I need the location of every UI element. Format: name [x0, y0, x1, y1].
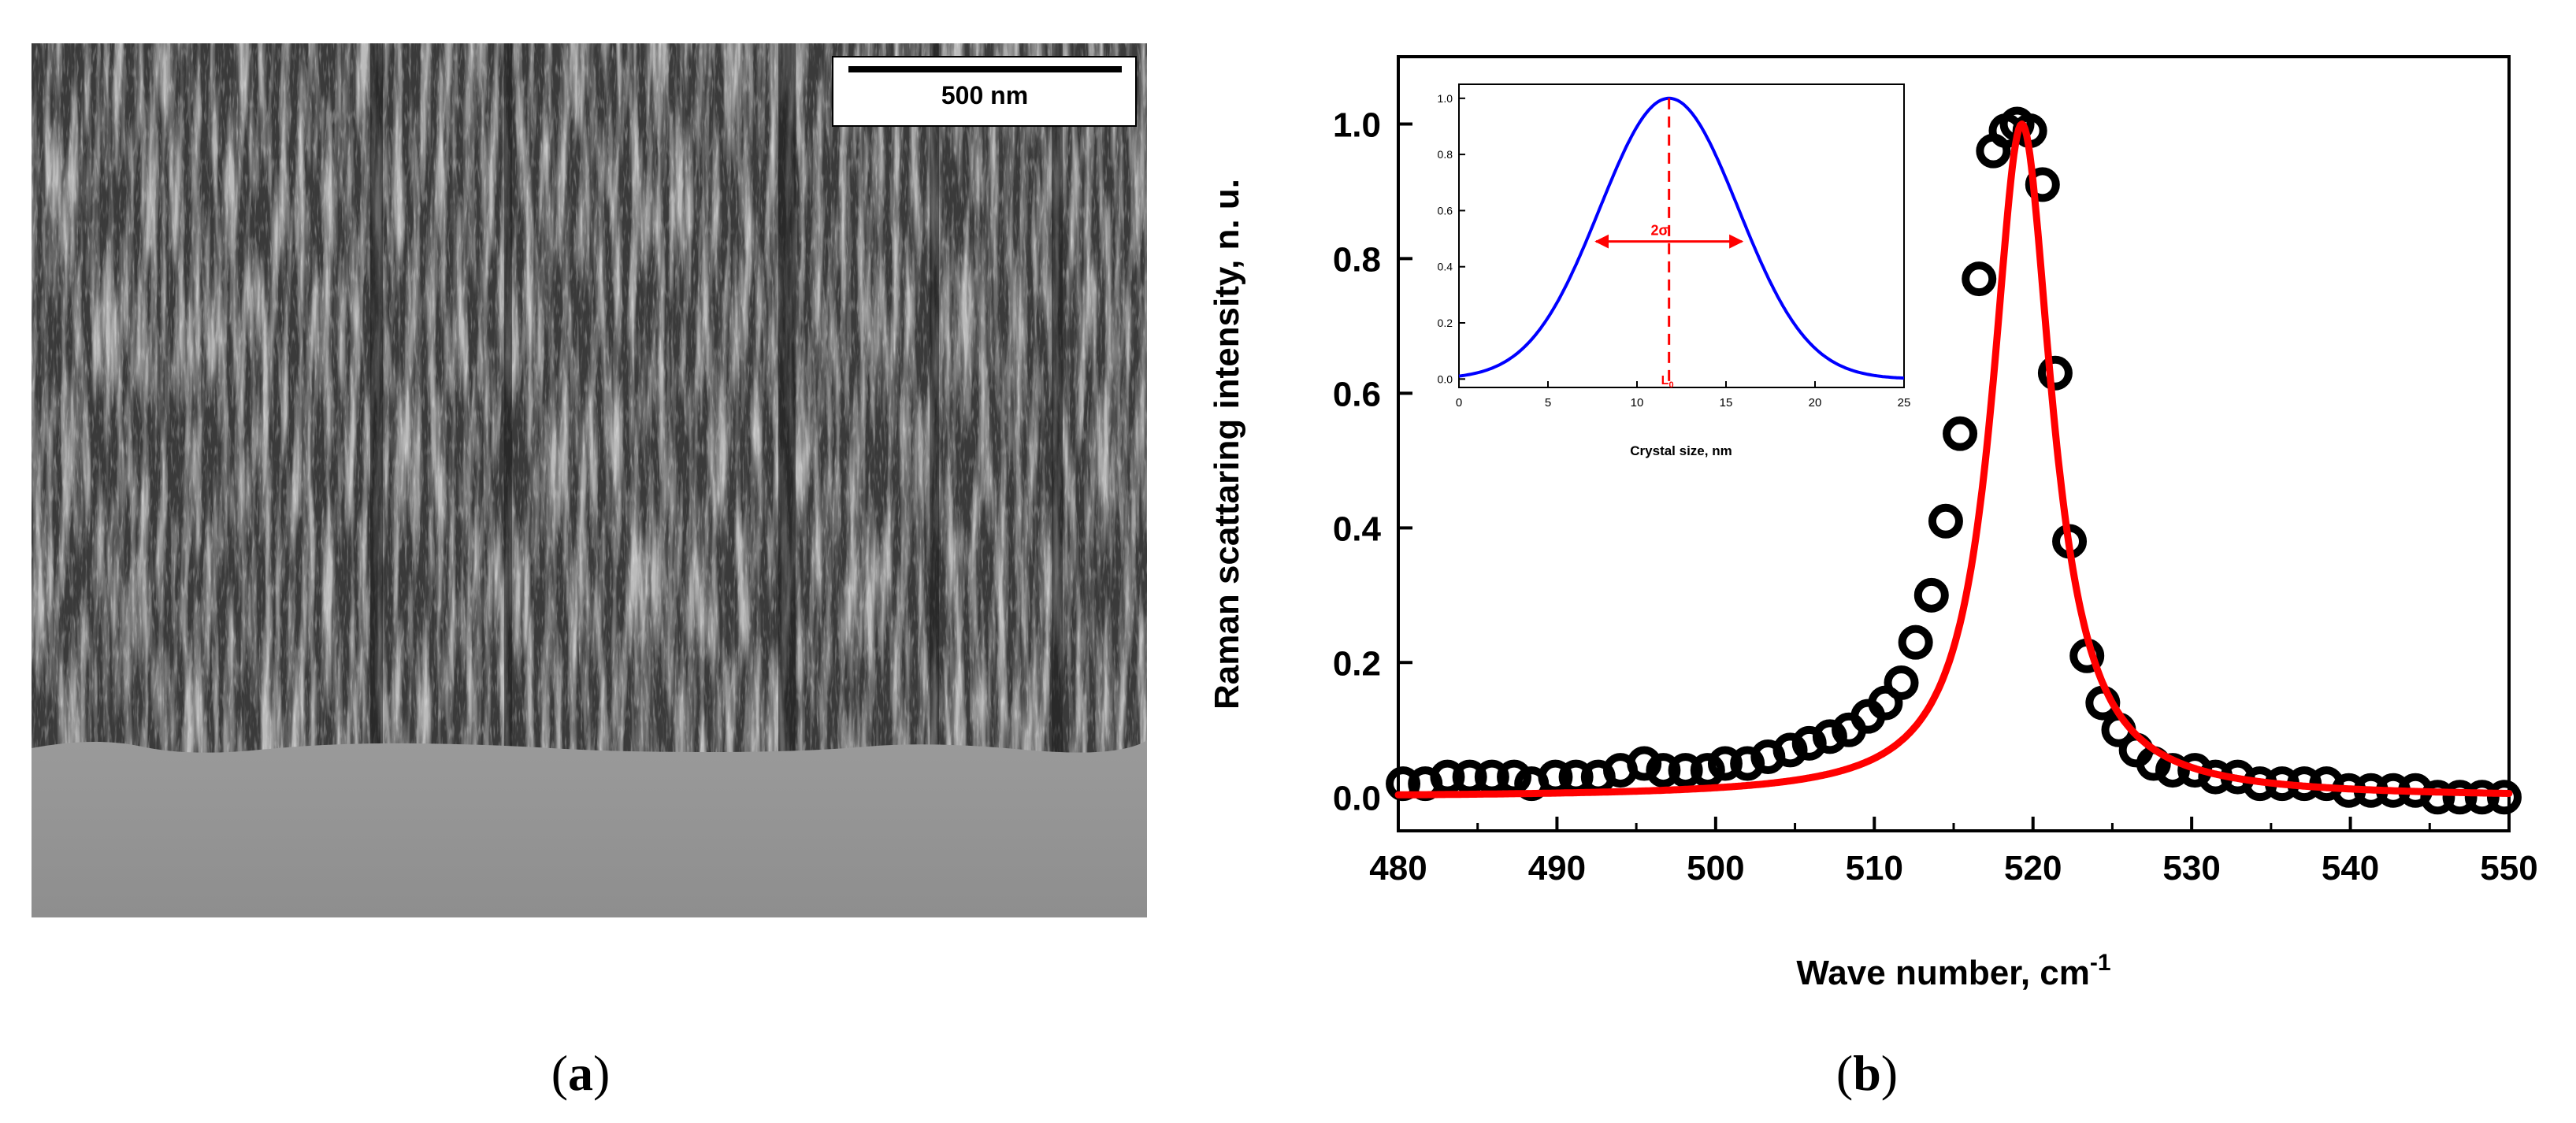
x-tick-label: 510	[1846, 849, 1903, 888]
inset-x-axis-label: Crystal size, nm	[1630, 443, 1732, 458]
x-tick-label: 550	[2480, 849, 2537, 888]
data-point	[1943, 416, 1978, 451]
y-axis-ticks: 0.0 0.2 0.4 0.6 0.8 1.0	[1333, 106, 1412, 817]
data-point	[1913, 577, 1949, 613]
data-point	[2025, 167, 2060, 202]
inset-x-tick-label: 25	[1898, 396, 1911, 410]
data-point	[2442, 780, 2478, 815]
data-point	[1627, 746, 1662, 781]
inset-gaussian-curve	[1458, 96, 1905, 380]
data-point	[1812, 719, 1847, 754]
data-point	[1884, 665, 1919, 700]
y-tick-label: 0.4	[1333, 510, 1382, 548]
x-tick-label: 530	[2162, 849, 2220, 888]
data-point	[2037, 355, 2073, 391]
y-tick-label: 0.2	[1333, 644, 1381, 683]
panel-a-caption: (a)	[551, 1045, 611, 1101]
x-tick-label: 490	[1528, 849, 1586, 888]
data-point	[1898, 625, 1933, 660]
inset-y-tick-label: 0.6	[1438, 204, 1453, 217]
inset-x-tick-label: 0	[1456, 396, 1462, 410]
x-tick-label: 500	[1687, 849, 1744, 888]
data-point	[1646, 753, 1681, 788]
fit-curve	[1394, 120, 2513, 799]
y-tick-label: 0.6	[1333, 375, 1381, 413]
data-point	[1668, 753, 1703, 788]
inset-x-axis-ticks: 0 5 10 15 20 25	[1456, 381, 1911, 410]
data-point	[1430, 759, 1465, 795]
y-axis-label: Raman scattaring intensity, n. u.	[1208, 179, 1246, 710]
inset-y-tick-label: 1.0	[1438, 92, 1453, 105]
inset-width-label: 2σ	[1651, 223, 1668, 239]
inset-y-axis-ticks: 0.0 0.2 0.4 0.6 0.8 1.0	[1438, 92, 1465, 385]
sem-dark-columns	[370, 43, 1063, 752]
inset-x-tick-label: 10	[1631, 396, 1644, 410]
x-tick-label: 540	[2322, 849, 2379, 888]
inset-y-tick-label: 0.0	[1438, 372, 1453, 385]
inset-y-tick-label: 0.8	[1438, 148, 1453, 161]
sem-image-highlights	[32, 43, 1147, 756]
scale-bar-label: 500 nm	[941, 81, 1028, 109]
data-point	[1772, 732, 1808, 768]
data-point	[2486, 780, 2522, 815]
x-axis-ticks: 480 490 500 510 520 530 540 550	[1369, 817, 2538, 888]
x-tick-label: 520	[2004, 849, 2062, 888]
sem-image-panel: 500 nm	[32, 43, 1147, 917]
inset-x-tick-label: 15	[1720, 396, 1733, 410]
inset-mean-label: L0	[1661, 374, 1674, 390]
y-tick-label: 1.0	[1333, 106, 1381, 144]
inset-y-tick-label: 0.4	[1438, 261, 1453, 273]
inset-chart: 0.0 0.2 0.4 0.6 0.8 1.0 0 5 10 15 20 25 Crystal si…	[1438, 83, 1911, 458]
inset-frame	[1458, 83, 1905, 388]
data-point	[2420, 780, 2455, 815]
data-point	[1452, 759, 1487, 795]
inset-x-tick-label: 20	[1809, 396, 1822, 410]
raman-chart: 0.00.20.40.60.81.0 480 490 500 510 520 530 540…	[1208, 55, 2538, 992]
inset-y-tick-label: 0.2	[1438, 317, 1453, 329]
data-point	[1928, 503, 1963, 539]
data-point	[1707, 746, 1743, 781]
y-tick-label: 0.0	[1333, 779, 1381, 817]
panel-b-caption: (b)	[1836, 1045, 1898, 1101]
x-tick-label: 480	[1369, 849, 1427, 888]
data-point	[1962, 261, 1997, 297]
x-axis-label: Wave number, cm-1	[1796, 950, 2110, 992]
inset-x-tick-label: 5	[1545, 396, 1551, 410]
data-point	[1474, 759, 1509, 795]
sem-substrate	[32, 740, 1147, 917]
data-point	[2464, 780, 2500, 815]
data-point	[1690, 753, 1725, 788]
y-tick-label: 0.8	[1333, 240, 1381, 279]
